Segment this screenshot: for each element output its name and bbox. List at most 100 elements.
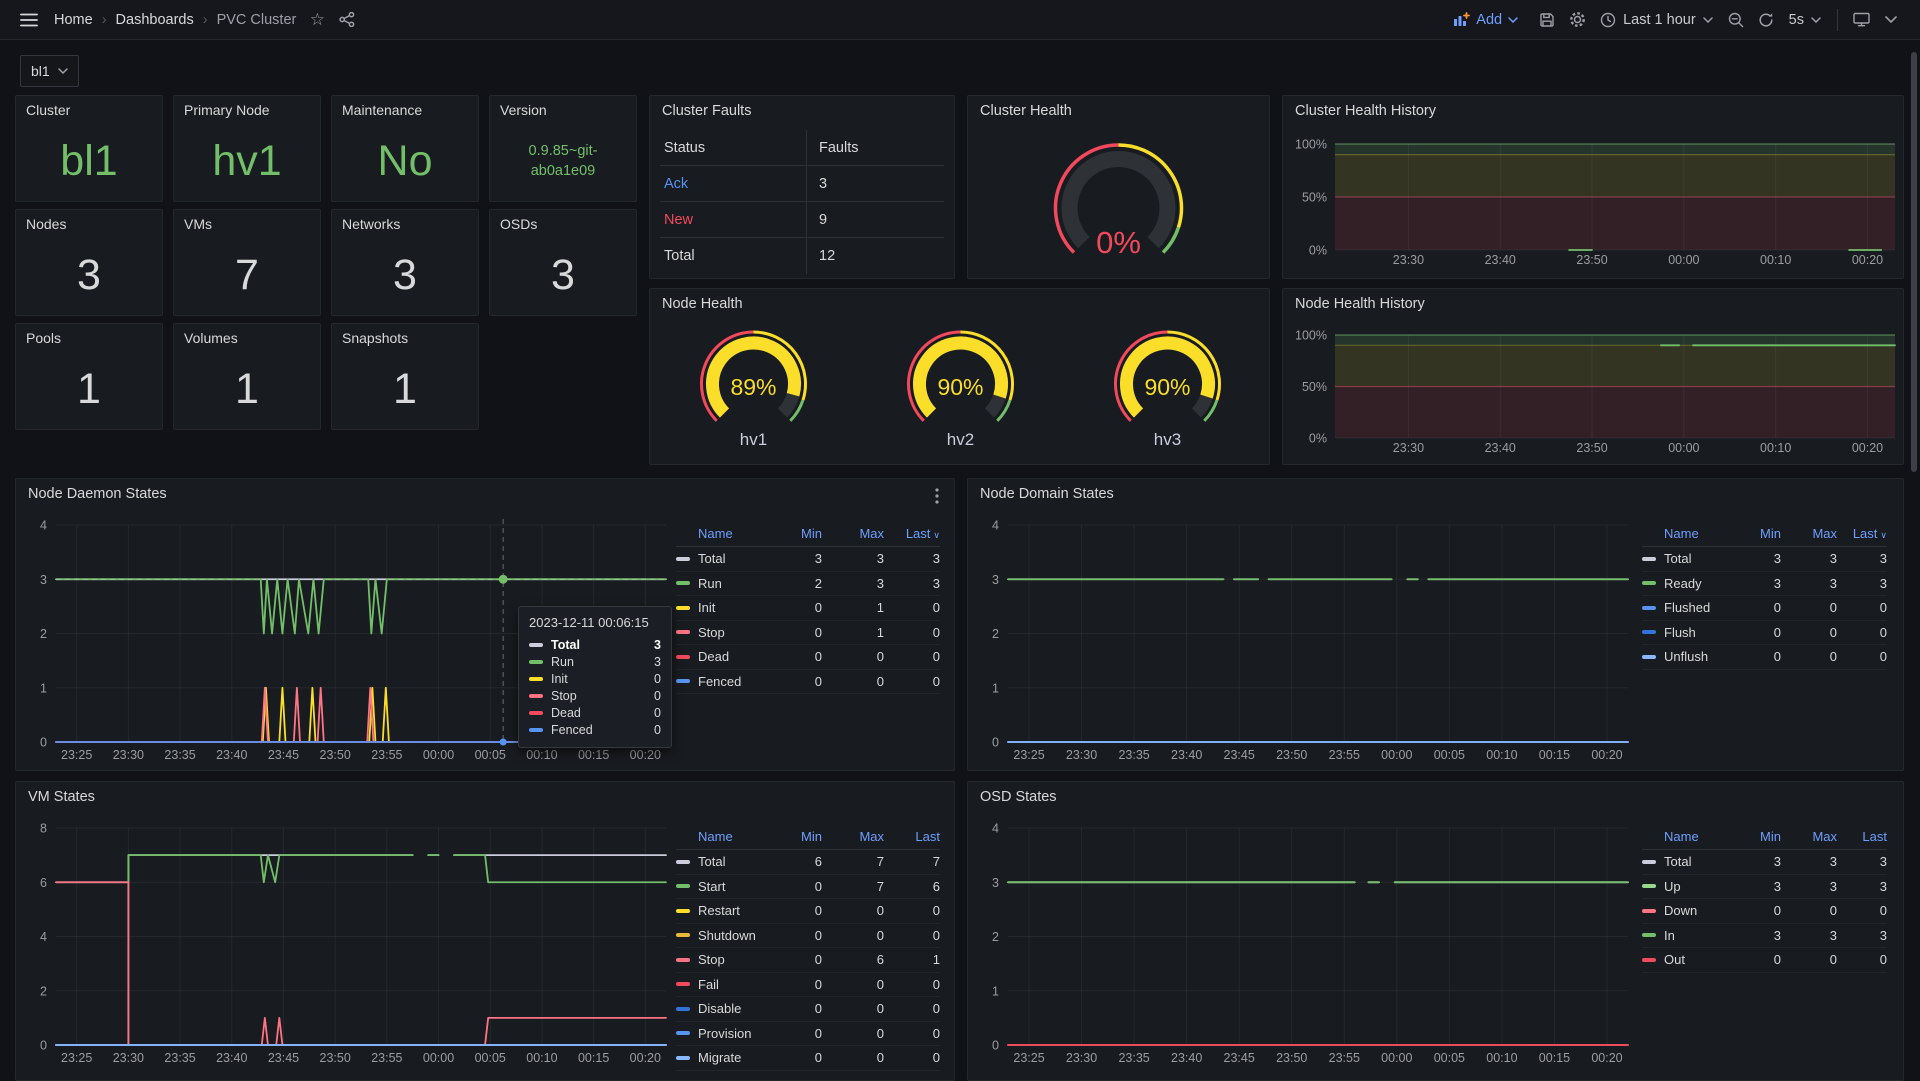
legend-series-name[interactable]: Down [1642, 903, 1733, 918]
legend-series-name[interactable]: Disable [676, 1001, 766, 1016]
favorite-star-button[interactable]: ☆ [302, 5, 332, 35]
series-color-swatch [1642, 557, 1656, 561]
legend-column-last[interactable]: Last∨ [884, 526, 940, 541]
x-axis-label: 00:15 [578, 748, 609, 762]
series-name-label: Run [698, 576, 722, 591]
legend-column-name[interactable]: Name [676, 829, 766, 844]
legend-series-name[interactable]: Total [1642, 854, 1733, 869]
series-line-stop [454, 1018, 666, 1045]
y-axis-label: 100% [1295, 329, 1327, 343]
dashboard-settings-button[interactable] [1562, 5, 1592, 35]
legend-series-name[interactable]: Total [1642, 551, 1733, 566]
cluster-variable-picker[interactable]: bl1 [20, 55, 79, 87]
save-dashboard-button[interactable] [1532, 5, 1562, 35]
legend-column-last[interactable]: Last [884, 829, 940, 844]
legend-column-min[interactable]: Min [1733, 829, 1781, 844]
legend-series-name[interactable]: Stop [676, 625, 766, 640]
legend-value: 7 [822, 879, 884, 894]
legend-column-name[interactable]: Name [1642, 829, 1733, 844]
refresh-interval-dropdown[interactable]: 5s [1781, 5, 1829, 35]
legend-series-name[interactable]: Out [1642, 952, 1733, 967]
y-axis-label: 2 [992, 627, 999, 641]
x-axis-label: 23:40 [216, 748, 247, 762]
legend-value: 2 [766, 576, 822, 591]
legend-value: 3 [1733, 854, 1781, 869]
legend-series-name[interactable]: Flush [1642, 625, 1733, 640]
y-axis-label: 1 [992, 681, 999, 695]
add-button[interactable]: Add [1453, 12, 1518, 28]
series-color-swatch [1642, 958, 1656, 962]
legend-series-name[interactable]: Total [676, 854, 766, 869]
series-name-label: Total [1664, 551, 1691, 566]
share-button[interactable] [332, 5, 362, 35]
vertical-scrollbar[interactable] [1911, 52, 1917, 472]
legend-series-name[interactable]: In [1642, 928, 1733, 943]
legend-series-name[interactable]: Run [676, 576, 766, 591]
legend-column-name[interactable]: Name [676, 526, 766, 541]
series-name-label: Down [1664, 903, 1697, 918]
time-range-picker[interactable]: Last 1 hour [1592, 5, 1721, 35]
series-name-label: Start [698, 879, 725, 894]
legend-column-max[interactable]: Max [822, 526, 884, 541]
x-axis-label: 23:35 [164, 748, 195, 762]
legend-series-name[interactable]: Up [1642, 879, 1733, 894]
legend-column-last[interactable]: Last∨ [1837, 526, 1887, 541]
breadcrumb-dashboards[interactable]: Dashboards [116, 12, 194, 28]
legend-column-max[interactable]: Max [1781, 829, 1837, 844]
cluster-health-gauge[interactable]: 0% [968, 96, 1269, 278]
navbar-collapse-button[interactable] [1876, 5, 1906, 35]
breadcrumb-home[interactable]: Home [54, 12, 93, 28]
panel-title: Node Health History [1295, 296, 1425, 312]
legend-series-name[interactable]: Init [676, 600, 766, 615]
kiosk-mode-button[interactable] [1846, 5, 1876, 35]
zoom-out-time-button[interactable] [1721, 5, 1751, 35]
legend-column-max[interactable]: Max [822, 829, 884, 844]
legend-column-min[interactable]: Min [766, 829, 822, 844]
series-name-label: Fenced [698, 674, 741, 689]
series-color-swatch [1642, 909, 1656, 913]
legend-value: 0 [822, 977, 884, 992]
legend-series-name[interactable]: Stop [676, 952, 766, 967]
x-axis-label: 23:50 [320, 1051, 351, 1065]
legend-series-name[interactable]: Ready [1642, 576, 1733, 591]
series-name-label: Init [698, 600, 715, 615]
x-axis-label: 23:30 [1066, 748, 1097, 762]
x-axis-label: 00:05 [475, 748, 506, 762]
legend-value: 0 [1733, 625, 1781, 640]
legend-series-name[interactable]: Unflush [1642, 649, 1733, 664]
panel-title: Cluster Health History [1295, 103, 1436, 119]
legend-value: 0 [884, 928, 940, 943]
y-axis-label: 2 [40, 627, 47, 641]
legend-column-min[interactable]: Min [766, 526, 822, 541]
legend-column-name[interactable]: Name [1642, 526, 1733, 541]
legend-series-name[interactable]: Restart [676, 903, 766, 918]
legend-series-name[interactable]: Provision [676, 1026, 766, 1041]
sort-chevron-icon: ∨ [933, 530, 940, 540]
legend-column-min[interactable]: Min [1733, 526, 1781, 541]
gauge-remainder-arc [1196, 397, 1206, 413]
panel-menu-button[interactable] [926, 485, 948, 507]
legend-series-name[interactable]: Fenced [676, 674, 766, 689]
legend-series-name[interactable]: Total [676, 551, 766, 566]
refresh-button[interactable] [1751, 5, 1781, 35]
legend-series-name[interactable]: Flushed [1642, 600, 1733, 615]
legend-series-name[interactable]: Start [676, 879, 766, 894]
legend-series-name[interactable]: Dead [676, 649, 766, 664]
legend-series-name[interactable]: Migrate [676, 1050, 766, 1065]
legend-value: 3 [1837, 576, 1887, 591]
x-axis-label: 00:20 [1852, 253, 1883, 267]
legend-series-name[interactable]: Fail [676, 977, 766, 992]
y-axis-label: 0 [992, 1039, 999, 1053]
series-name-label: Disable [698, 1001, 741, 1016]
legend-series-name[interactable]: Shutdown [676, 928, 766, 943]
legend-column-max[interactable]: Max [1781, 526, 1837, 541]
menu-toggle-button[interactable] [14, 5, 44, 35]
threshold-band [1335, 197, 1895, 250]
legend-column-last[interactable]: Last [1837, 829, 1887, 844]
